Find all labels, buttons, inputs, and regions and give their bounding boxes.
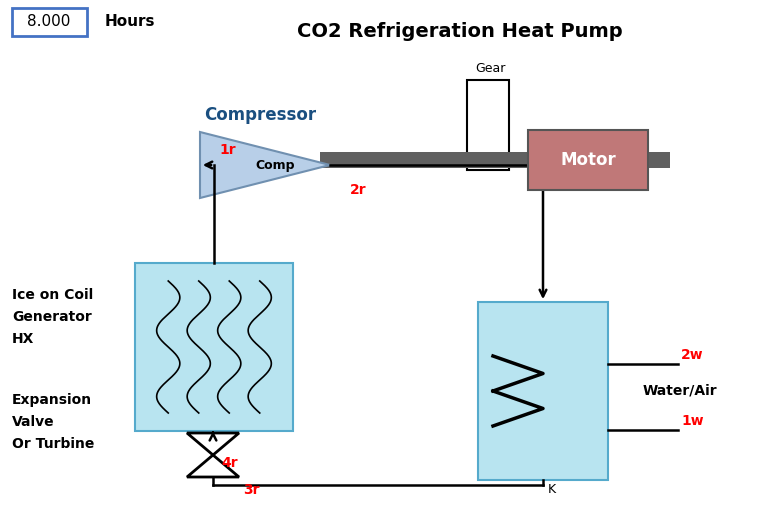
- Text: HX: HX: [12, 332, 35, 346]
- Text: Comp: Comp: [255, 158, 295, 172]
- Text: 4r: 4r: [221, 456, 238, 470]
- Text: Or Turbine: Or Turbine: [12, 437, 94, 451]
- Text: 1r: 1r: [219, 143, 235, 157]
- Text: Valve: Valve: [12, 415, 54, 429]
- Polygon shape: [187, 433, 239, 455]
- Text: 8.000: 8.000: [28, 14, 71, 30]
- Bar: [12, 8, 87, 36]
- Text: Compressor: Compressor: [204, 106, 316, 124]
- Text: 1w: 1w: [681, 414, 703, 428]
- Text: 2r: 2r: [350, 183, 367, 197]
- Bar: [467, 80, 509, 170]
- Text: Generator: Generator: [12, 310, 92, 324]
- Polygon shape: [187, 455, 239, 477]
- Text: Ice on Coil: Ice on Coil: [12, 288, 94, 302]
- Text: 2w: 2w: [681, 348, 703, 362]
- Bar: [135, 263, 293, 431]
- Bar: [528, 130, 648, 190]
- Text: Gear: Gear: [475, 62, 505, 74]
- Text: Hours: Hours: [105, 14, 156, 30]
- Polygon shape: [200, 132, 330, 198]
- Text: 3r: 3r: [243, 483, 259, 497]
- Text: K: K: [548, 483, 556, 496]
- Text: Water/Air: Water/Air: [643, 384, 717, 398]
- Text: Expansion: Expansion: [12, 393, 92, 407]
- Text: CO2 Refrigeration Heat Pump: CO2 Refrigeration Heat Pump: [297, 22, 623, 41]
- Text: Motor: Motor: [560, 151, 616, 169]
- Bar: [478, 302, 608, 480]
- Bar: [320, 152, 670, 168]
